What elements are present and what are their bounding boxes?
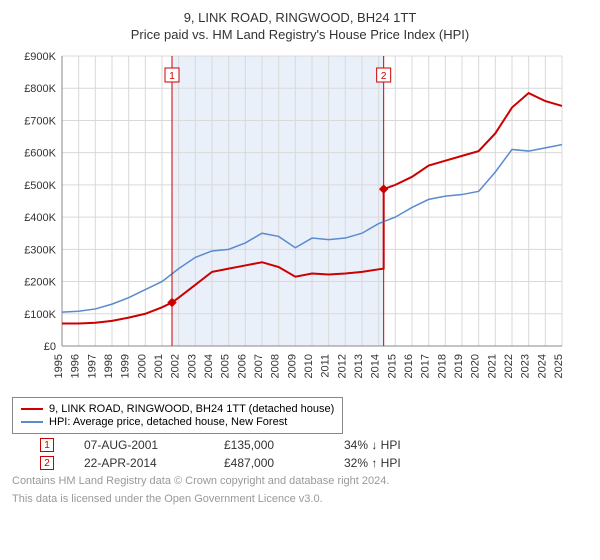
svg-text:£600K: £600K xyxy=(24,148,56,160)
svg-text:2013: 2013 xyxy=(353,354,365,378)
svg-text:2023: 2023 xyxy=(520,354,532,378)
svg-text:1: 1 xyxy=(169,71,175,82)
chart-svg: £0 £100K £200K £300K £400K £500K £600K £700K £80… xyxy=(12,48,572,388)
svg-text:2015: 2015 xyxy=(386,354,398,378)
svg-text:2017: 2017 xyxy=(420,354,432,378)
svg-text:1998: 1998 xyxy=(103,354,115,378)
svg-text:£0: £0 xyxy=(44,341,56,353)
legend-label-hpi: HPI: Average price, detached house, New … xyxy=(49,416,287,428)
svg-text:£700K: £700K xyxy=(24,115,56,127)
svg-text:2011: 2011 xyxy=(320,354,332,378)
legend-swatch-hpi xyxy=(21,421,43,423)
sale-marker-icon: 2 xyxy=(40,456,54,470)
svg-text:£900K: £900K xyxy=(24,51,56,63)
svg-text:2024: 2024 xyxy=(536,354,548,378)
svg-text:2001: 2001 xyxy=(153,354,165,378)
legend-row-price-paid: 9, LINK ROAD, RINGWOOD, BH24 1TT (detach… xyxy=(21,403,334,415)
sales-list: 1 07-AUG-2001 £135,000 34% ↓ HPI 2 22-APR-201… xyxy=(12,438,588,470)
svg-text:2009: 2009 xyxy=(286,354,298,378)
footer-copyright: Contains HM Land Registry data © Crown c… xyxy=(12,474,588,488)
legend-label-price-paid: 9, LINK ROAD, RINGWOOD, BH24 1TT (detach… xyxy=(49,403,334,415)
svg-text:2014: 2014 xyxy=(370,354,382,378)
svg-text:£800K: £800K xyxy=(24,83,56,95)
sale-date: 22-APR-2014 xyxy=(84,456,194,470)
svg-text:2021: 2021 xyxy=(486,354,498,378)
svg-text:2008: 2008 xyxy=(270,354,282,378)
sale-row: 1 07-AUG-2001 £135,000 34% ↓ HPI xyxy=(40,438,588,452)
svg-text:2002: 2002 xyxy=(170,354,182,378)
svg-text:£300K: £300K xyxy=(24,244,56,256)
svg-text:2018: 2018 xyxy=(436,354,448,378)
svg-text:1995: 1995 xyxy=(53,354,65,378)
svg-text:£400K: £400K xyxy=(24,212,56,224)
svg-text:2007: 2007 xyxy=(253,354,265,378)
svg-text:2019: 2019 xyxy=(453,354,465,378)
svg-text:2: 2 xyxy=(381,71,387,82)
svg-text:2022: 2022 xyxy=(503,354,515,378)
svg-text:2006: 2006 xyxy=(236,354,248,378)
svg-text:£100K: £100K xyxy=(24,309,56,321)
svg-text:£200K: £200K xyxy=(24,277,56,289)
legend-row-hpi: HPI: Average price, detached house, New … xyxy=(21,416,334,428)
svg-text:2000: 2000 xyxy=(136,354,148,378)
svg-text:2003: 2003 xyxy=(186,354,198,378)
legend: 9, LINK ROAD, RINGWOOD, BH24 1TT (detach… xyxy=(12,397,343,434)
svg-text:£500K: £500K xyxy=(24,180,56,192)
svg-text:1999: 1999 xyxy=(120,354,132,378)
sale-date: 07-AUG-2001 xyxy=(84,438,194,452)
svg-text:2020: 2020 xyxy=(470,354,482,378)
chart-area: £0 £100K £200K £300K £400K £500K £600K £700K £80… xyxy=(12,48,588,393)
legend-swatch-price-paid xyxy=(21,408,43,410)
svg-text:2004: 2004 xyxy=(203,354,215,378)
sale-marker-icon: 1 xyxy=(40,438,54,452)
svg-text:2016: 2016 xyxy=(403,354,415,378)
svg-text:1996: 1996 xyxy=(70,354,82,378)
sale-delta: 32% ↑ HPI xyxy=(344,456,401,470)
sale-delta: 34% ↓ HPI xyxy=(344,438,401,452)
sale-row: 2 22-APR-2014 £487,000 32% ↑ HPI xyxy=(40,456,588,470)
svg-text:2025: 2025 xyxy=(553,354,565,378)
svg-text:2010: 2010 xyxy=(303,354,315,378)
chart-subtitle: Price paid vs. HM Land Registry's House … xyxy=(12,27,588,42)
footer-licence: This data is licensed under the Open Gov… xyxy=(12,492,588,506)
svg-text:1997: 1997 xyxy=(86,354,98,378)
sale-price: £487,000 xyxy=(224,456,314,470)
svg-text:2005: 2005 xyxy=(220,354,232,378)
sale-price: £135,000 xyxy=(224,438,314,452)
chart-title-address: 9, LINK ROAD, RINGWOOD, BH24 1TT xyxy=(12,10,588,25)
svg-text:2012: 2012 xyxy=(336,354,348,378)
